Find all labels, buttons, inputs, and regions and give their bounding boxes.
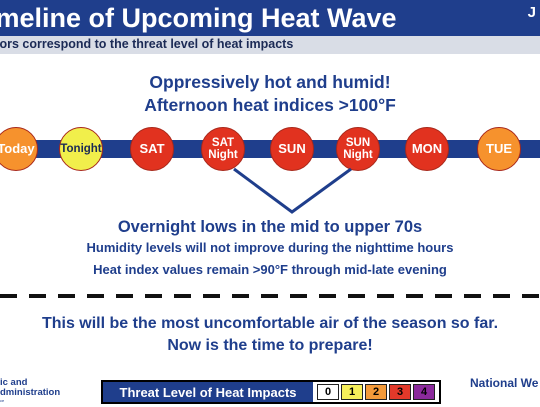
subheader-text: lors correspond to the threat level of h…	[0, 37, 294, 51]
legend-label: Threat Level of Heat Impacts	[103, 382, 313, 402]
header-banner: imeline of Upcoming Heat Wave J	[0, 0, 540, 36]
legend-level-1: 1	[341, 384, 363, 400]
closing-line1: This will be the most uncomfortable air …	[41, 315, 499, 332]
timeline-circle-sat-night: SAT Night	[201, 127, 245, 171]
day-headline-line2: Afternoon heat indices >100°F	[144, 95, 396, 115]
night-headline-line2: Humidity levels will not improve during …	[86, 240, 454, 255]
dashed-divider	[0, 294, 540, 298]
footer-agency-name: ic and dministration	[0, 377, 61, 399]
footer-national-weather: National We	[470, 376, 539, 390]
closing-line2: Now is the time to prepare!	[167, 337, 373, 354]
legend-level-0: 0	[317, 384, 339, 400]
timeline-circle-sun-night: SUN Night	[336, 127, 380, 171]
timeline-circle-tue: TUE	[477, 127, 521, 171]
footer-agency-tiny: ce	[0, 398, 5, 403]
timeline-circle-sun: SUN	[270, 127, 314, 171]
timeline-circle-sat: SAT	[130, 127, 174, 171]
night-headline-line3: Heat index values remain >90°F through m…	[93, 262, 447, 277]
page-title: imeline of Upcoming Heat Wave	[0, 3, 397, 33]
legend-level-4: 4	[413, 384, 435, 400]
header-corner-text: J	[527, 4, 536, 21]
subheader-banner: lors correspond to the threat level of h…	[0, 36, 540, 54]
night-headline-line1: Overnight lows in the mid to upper 70s	[117, 218, 423, 236]
timeline-circle-today: Today	[0, 127, 38, 171]
footer-agency-line2: dministration	[0, 387, 61, 399]
legend-level-2: 2	[365, 384, 387, 400]
day-headline-line1: Oppressively hot and humid!	[149, 72, 391, 92]
footer-agency-line1: ic and	[0, 377, 28, 388]
legend-level-3: 3	[389, 384, 411, 400]
timeline-circle-tonight: Tonight	[59, 127, 103, 171]
timeline-circle-mon: MON	[405, 127, 449, 171]
